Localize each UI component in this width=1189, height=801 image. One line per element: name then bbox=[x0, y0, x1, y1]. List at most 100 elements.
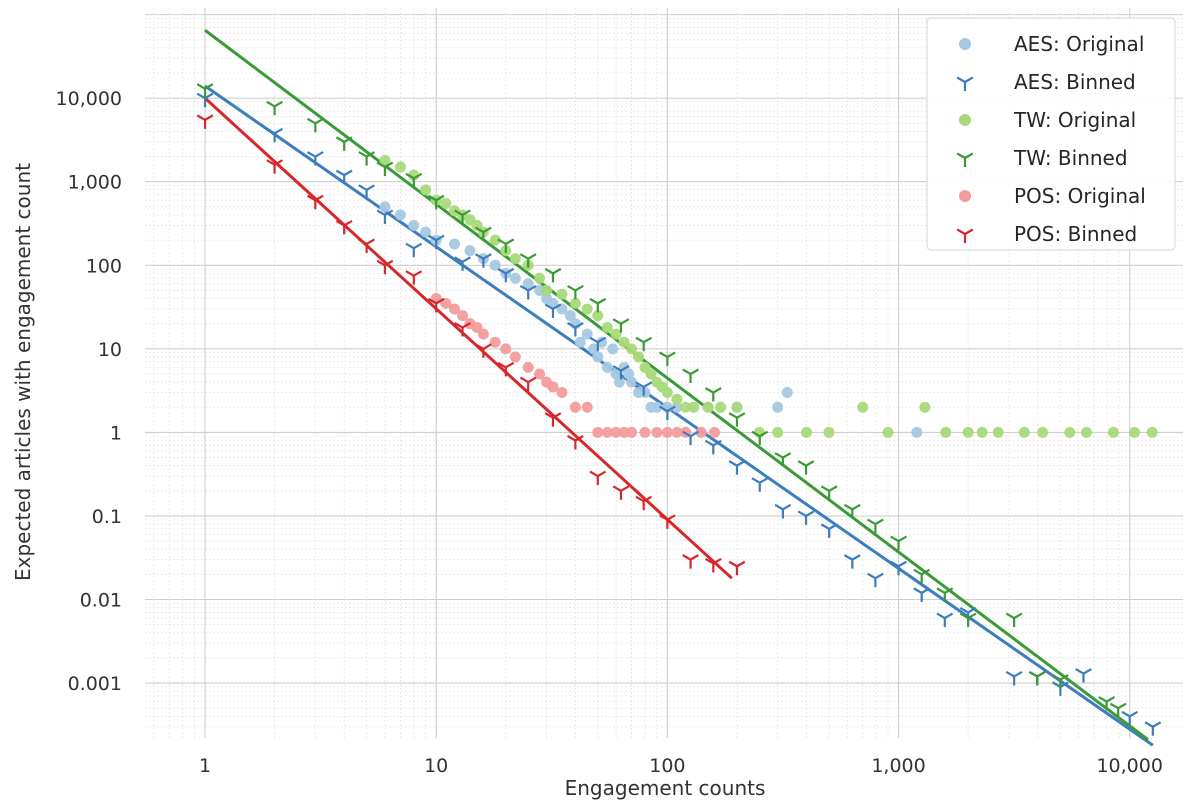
data-point bbox=[1121, 710, 1139, 726]
data-point bbox=[1037, 426, 1049, 438]
data-point bbox=[781, 387, 793, 399]
data-point bbox=[601, 322, 613, 334]
data-point bbox=[1075, 668, 1092, 683]
data-point bbox=[509, 253, 521, 265]
data-point bbox=[408, 219, 420, 231]
data-point bbox=[266, 159, 283, 174]
data-point bbox=[1146, 426, 1158, 438]
data-point bbox=[556, 288, 568, 300]
data-point bbox=[497, 238, 515, 253]
data-point bbox=[671, 401, 683, 413]
data-point bbox=[376, 161, 394, 177]
data-point bbox=[379, 201, 391, 213]
data-point bbox=[1080, 426, 1092, 438]
data-point bbox=[626, 426, 638, 438]
data-point bbox=[704, 439, 722, 455]
data-point bbox=[1018, 426, 1030, 438]
data-point bbox=[1144, 721, 1162, 736]
data-point bbox=[581, 401, 593, 413]
data-point bbox=[882, 426, 894, 438]
data-point bbox=[645, 368, 657, 380]
data-point bbox=[534, 368, 546, 380]
data-point bbox=[626, 376, 638, 388]
data-point bbox=[266, 127, 283, 143]
legend-marker bbox=[959, 114, 971, 126]
y-tick-label: 0.01 bbox=[80, 590, 122, 612]
data-point bbox=[626, 343, 638, 355]
data-point bbox=[449, 205, 461, 217]
data-point bbox=[610, 426, 622, 438]
data-point bbox=[569, 297, 581, 309]
data-point bbox=[589, 470, 607, 486]
data-point bbox=[394, 209, 406, 221]
y-tick-label: 0.1 bbox=[92, 506, 122, 528]
data-point bbox=[671, 426, 683, 438]
data-point bbox=[509, 272, 521, 284]
data-point bbox=[489, 234, 501, 246]
data-point bbox=[405, 242, 423, 258]
data-point bbox=[695, 426, 707, 438]
data-point bbox=[440, 197, 452, 209]
data-point bbox=[489, 259, 501, 271]
data-point bbox=[556, 387, 568, 399]
data-point bbox=[751, 430, 769, 446]
data-point bbox=[547, 381, 559, 393]
data-point bbox=[1098, 696, 1115, 711]
data-point bbox=[534, 272, 546, 284]
data-point bbox=[454, 209, 471, 224]
data-marks bbox=[196, 83, 1162, 736]
data-point bbox=[358, 238, 375, 253]
data-point bbox=[820, 523, 838, 538]
y-axis-label: Expected articles with engagement count bbox=[11, 163, 35, 581]
data-point bbox=[457, 310, 469, 322]
data-point bbox=[405, 172, 423, 188]
data-point bbox=[639, 387, 651, 399]
data-point bbox=[540, 284, 552, 296]
legend-marker bbox=[956, 152, 974, 167]
data-point bbox=[715, 401, 727, 413]
series-tw-binned bbox=[196, 83, 1127, 718]
legend-marker bbox=[959, 190, 971, 202]
data-point bbox=[564, 310, 576, 322]
data-point bbox=[581, 328, 593, 340]
data-point bbox=[976, 426, 988, 438]
data-point bbox=[702, 401, 714, 413]
data-point bbox=[728, 412, 746, 427]
data-point bbox=[601, 361, 613, 373]
data-point bbox=[427, 297, 445, 313]
data-point bbox=[618, 336, 630, 348]
data-point bbox=[420, 226, 432, 238]
data-point bbox=[936, 587, 954, 602]
data-point bbox=[731, 401, 743, 413]
data-point bbox=[936, 612, 954, 628]
data-point bbox=[427, 234, 445, 250]
x-tick-label: 1,000 bbox=[871, 755, 925, 777]
y-tick-label: 10,000 bbox=[56, 88, 122, 110]
data-point bbox=[574, 336, 586, 348]
data-point bbox=[913, 587, 931, 602]
data-point bbox=[475, 253, 492, 268]
data-point bbox=[613, 376, 625, 388]
data-point bbox=[704, 387, 722, 402]
data-point bbox=[911, 426, 923, 438]
legend-label: AES: Original bbox=[1014, 32, 1144, 56]
data-point bbox=[475, 343, 492, 358]
data-point bbox=[477, 328, 489, 340]
data-point bbox=[728, 460, 746, 475]
data-point bbox=[420, 184, 432, 196]
data-point bbox=[522, 278, 534, 290]
data-point bbox=[774, 503, 792, 519]
x-tick-label: 100 bbox=[649, 755, 685, 777]
fit-line bbox=[204, 97, 733, 580]
y-tick-label: 100 bbox=[86, 255, 122, 277]
data-point bbox=[335, 169, 353, 185]
series-aes-binned bbox=[196, 92, 1162, 736]
data-point bbox=[519, 253, 537, 268]
data-point bbox=[610, 328, 622, 340]
data-point bbox=[405, 270, 423, 285]
data-point bbox=[774, 452, 792, 467]
data-point bbox=[632, 351, 644, 363]
data-point bbox=[820, 485, 838, 500]
data-point bbox=[992, 426, 1004, 438]
data-point bbox=[940, 426, 952, 438]
